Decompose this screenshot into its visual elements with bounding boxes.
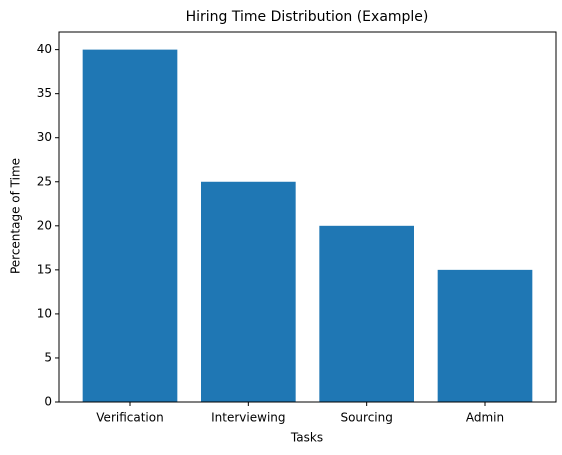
bar xyxy=(82,49,178,402)
y-tick-label: 0 xyxy=(44,395,52,409)
bar xyxy=(319,225,414,402)
y-tick-label: 35 xyxy=(37,86,52,100)
x-axis-label: Tasks xyxy=(290,431,323,445)
y-tick-label: 5 xyxy=(44,350,52,364)
chart-title: Hiring Time Distribution (Example) xyxy=(186,9,429,25)
y-tick-label: 10 xyxy=(37,306,52,320)
bar xyxy=(201,181,296,402)
x-tick-label: Verification xyxy=(96,411,163,425)
y-tick-label: 25 xyxy=(37,174,52,188)
y-axis-label: Percentage of Time xyxy=(9,158,23,274)
bar xyxy=(437,269,533,402)
x-tick-label: Sourcing xyxy=(340,411,392,425)
x-tick-label: Admin xyxy=(466,411,504,425)
plot-frame xyxy=(58,31,557,403)
y-tick-label: 15 xyxy=(37,262,52,276)
y-tick-label: 20 xyxy=(37,218,52,232)
y-tick-label: 40 xyxy=(37,42,52,56)
x-tick-label: Interviewing xyxy=(211,411,285,425)
y-tick-label: 30 xyxy=(37,130,52,144)
